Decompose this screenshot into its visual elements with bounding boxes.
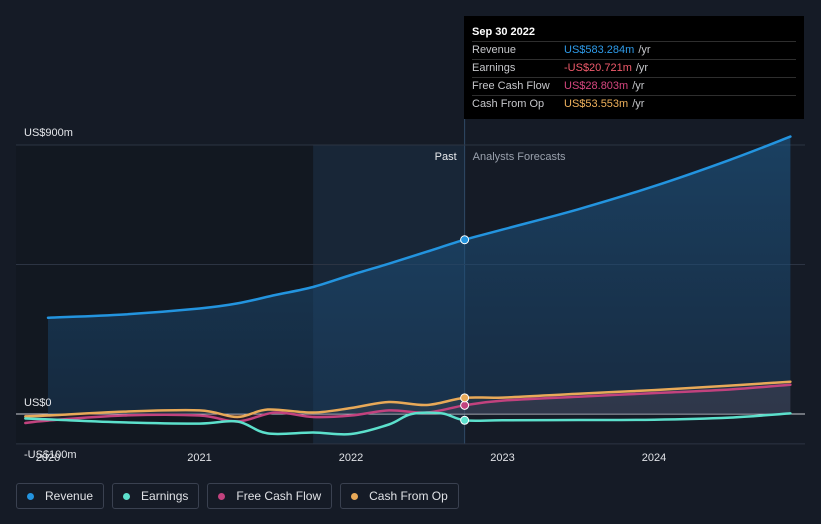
series-lines xyxy=(24,135,792,436)
y-tick-label: -US$100m xyxy=(24,449,77,461)
legend-item-earnings[interactable]: Earnings xyxy=(112,483,200,509)
legend-label: Revenue xyxy=(45,489,94,503)
cash-from-op-line xyxy=(24,380,792,419)
x-tick-label: 2021 xyxy=(187,452,211,464)
y-tick-label: US$0 xyxy=(24,397,52,409)
earnings-line xyxy=(24,411,792,436)
legend-label: Cash From Op xyxy=(369,489,448,503)
legend-item-revenue[interactable]: Revenue xyxy=(16,483,105,509)
tooltip-value: US$53.553m xyxy=(564,98,629,110)
tooltip-unit: /yr xyxy=(638,44,651,56)
cash-from-op-marker xyxy=(460,393,470,403)
tooltip-label: Earnings xyxy=(472,62,516,74)
x-tick-label: 2020 xyxy=(36,452,60,464)
series-markers xyxy=(460,235,470,425)
legend-item-cash-from-op[interactable]: Cash From Op xyxy=(340,483,459,509)
tooltip-value: US$28.803m xyxy=(564,80,629,92)
legend-dot-icon xyxy=(351,492,359,500)
tooltip-value: US$583.284m xyxy=(564,44,635,56)
revenue-area xyxy=(25,136,791,423)
tooltip-unit: /yr xyxy=(635,62,649,74)
tooltip-row-earnings: Earnings -US$20.721m /yr xyxy=(472,59,796,77)
tooltip-value: -US$20.721m xyxy=(564,62,632,74)
tooltip-label: Free Cash Flow xyxy=(472,80,550,92)
tooltip-unit: /yr xyxy=(632,98,645,110)
revenue-area-fill xyxy=(48,136,791,414)
free-cash-flow-line xyxy=(24,383,792,425)
x-tick-label: 2022 xyxy=(339,452,363,464)
tooltip-date: Sep 30 2022 xyxy=(472,26,535,38)
tooltip-label: Cash From Op xyxy=(472,98,545,110)
tooltip-panel: Sep 30 2022 Revenue US$583.284m /yr Earn… xyxy=(464,16,804,119)
legend-item-free-cash-flow[interactable]: Free Cash Flow xyxy=(207,483,333,509)
free-cash-flow-marker xyxy=(460,400,470,410)
y-tick-label: US$900m xyxy=(24,127,73,139)
tooltip-row-revenue: Revenue US$583.284m /yr xyxy=(472,41,796,59)
legend-dot-icon xyxy=(27,492,34,500)
revenue-marker xyxy=(460,235,470,245)
tooltip-label: Revenue xyxy=(472,44,517,56)
earnings-marker xyxy=(460,415,470,425)
tooltip-unit: /yr xyxy=(632,80,645,92)
x-tick-label: 2023 xyxy=(490,452,514,464)
legend-dot-icon xyxy=(123,492,131,500)
legend-label: Free Cash Flow xyxy=(236,489,322,503)
tooltip-row-free-cash-flow: Free Cash Flow US$28.803m /yr xyxy=(472,77,796,95)
legend-dot-icon xyxy=(218,492,226,500)
revenue-line xyxy=(46,135,792,320)
forecast-label: Analysts Forecasts xyxy=(473,151,566,163)
past-label: Past xyxy=(435,151,457,163)
legend-label: Earnings xyxy=(141,489,189,503)
x-tick-label: 2024 xyxy=(642,452,666,464)
chart-legend: Revenue Earnings Free Cash Flow Cash Fro… xyxy=(16,483,459,509)
tooltip-row-cash-from-op: Cash From Op US$53.553m /yr xyxy=(472,95,796,113)
